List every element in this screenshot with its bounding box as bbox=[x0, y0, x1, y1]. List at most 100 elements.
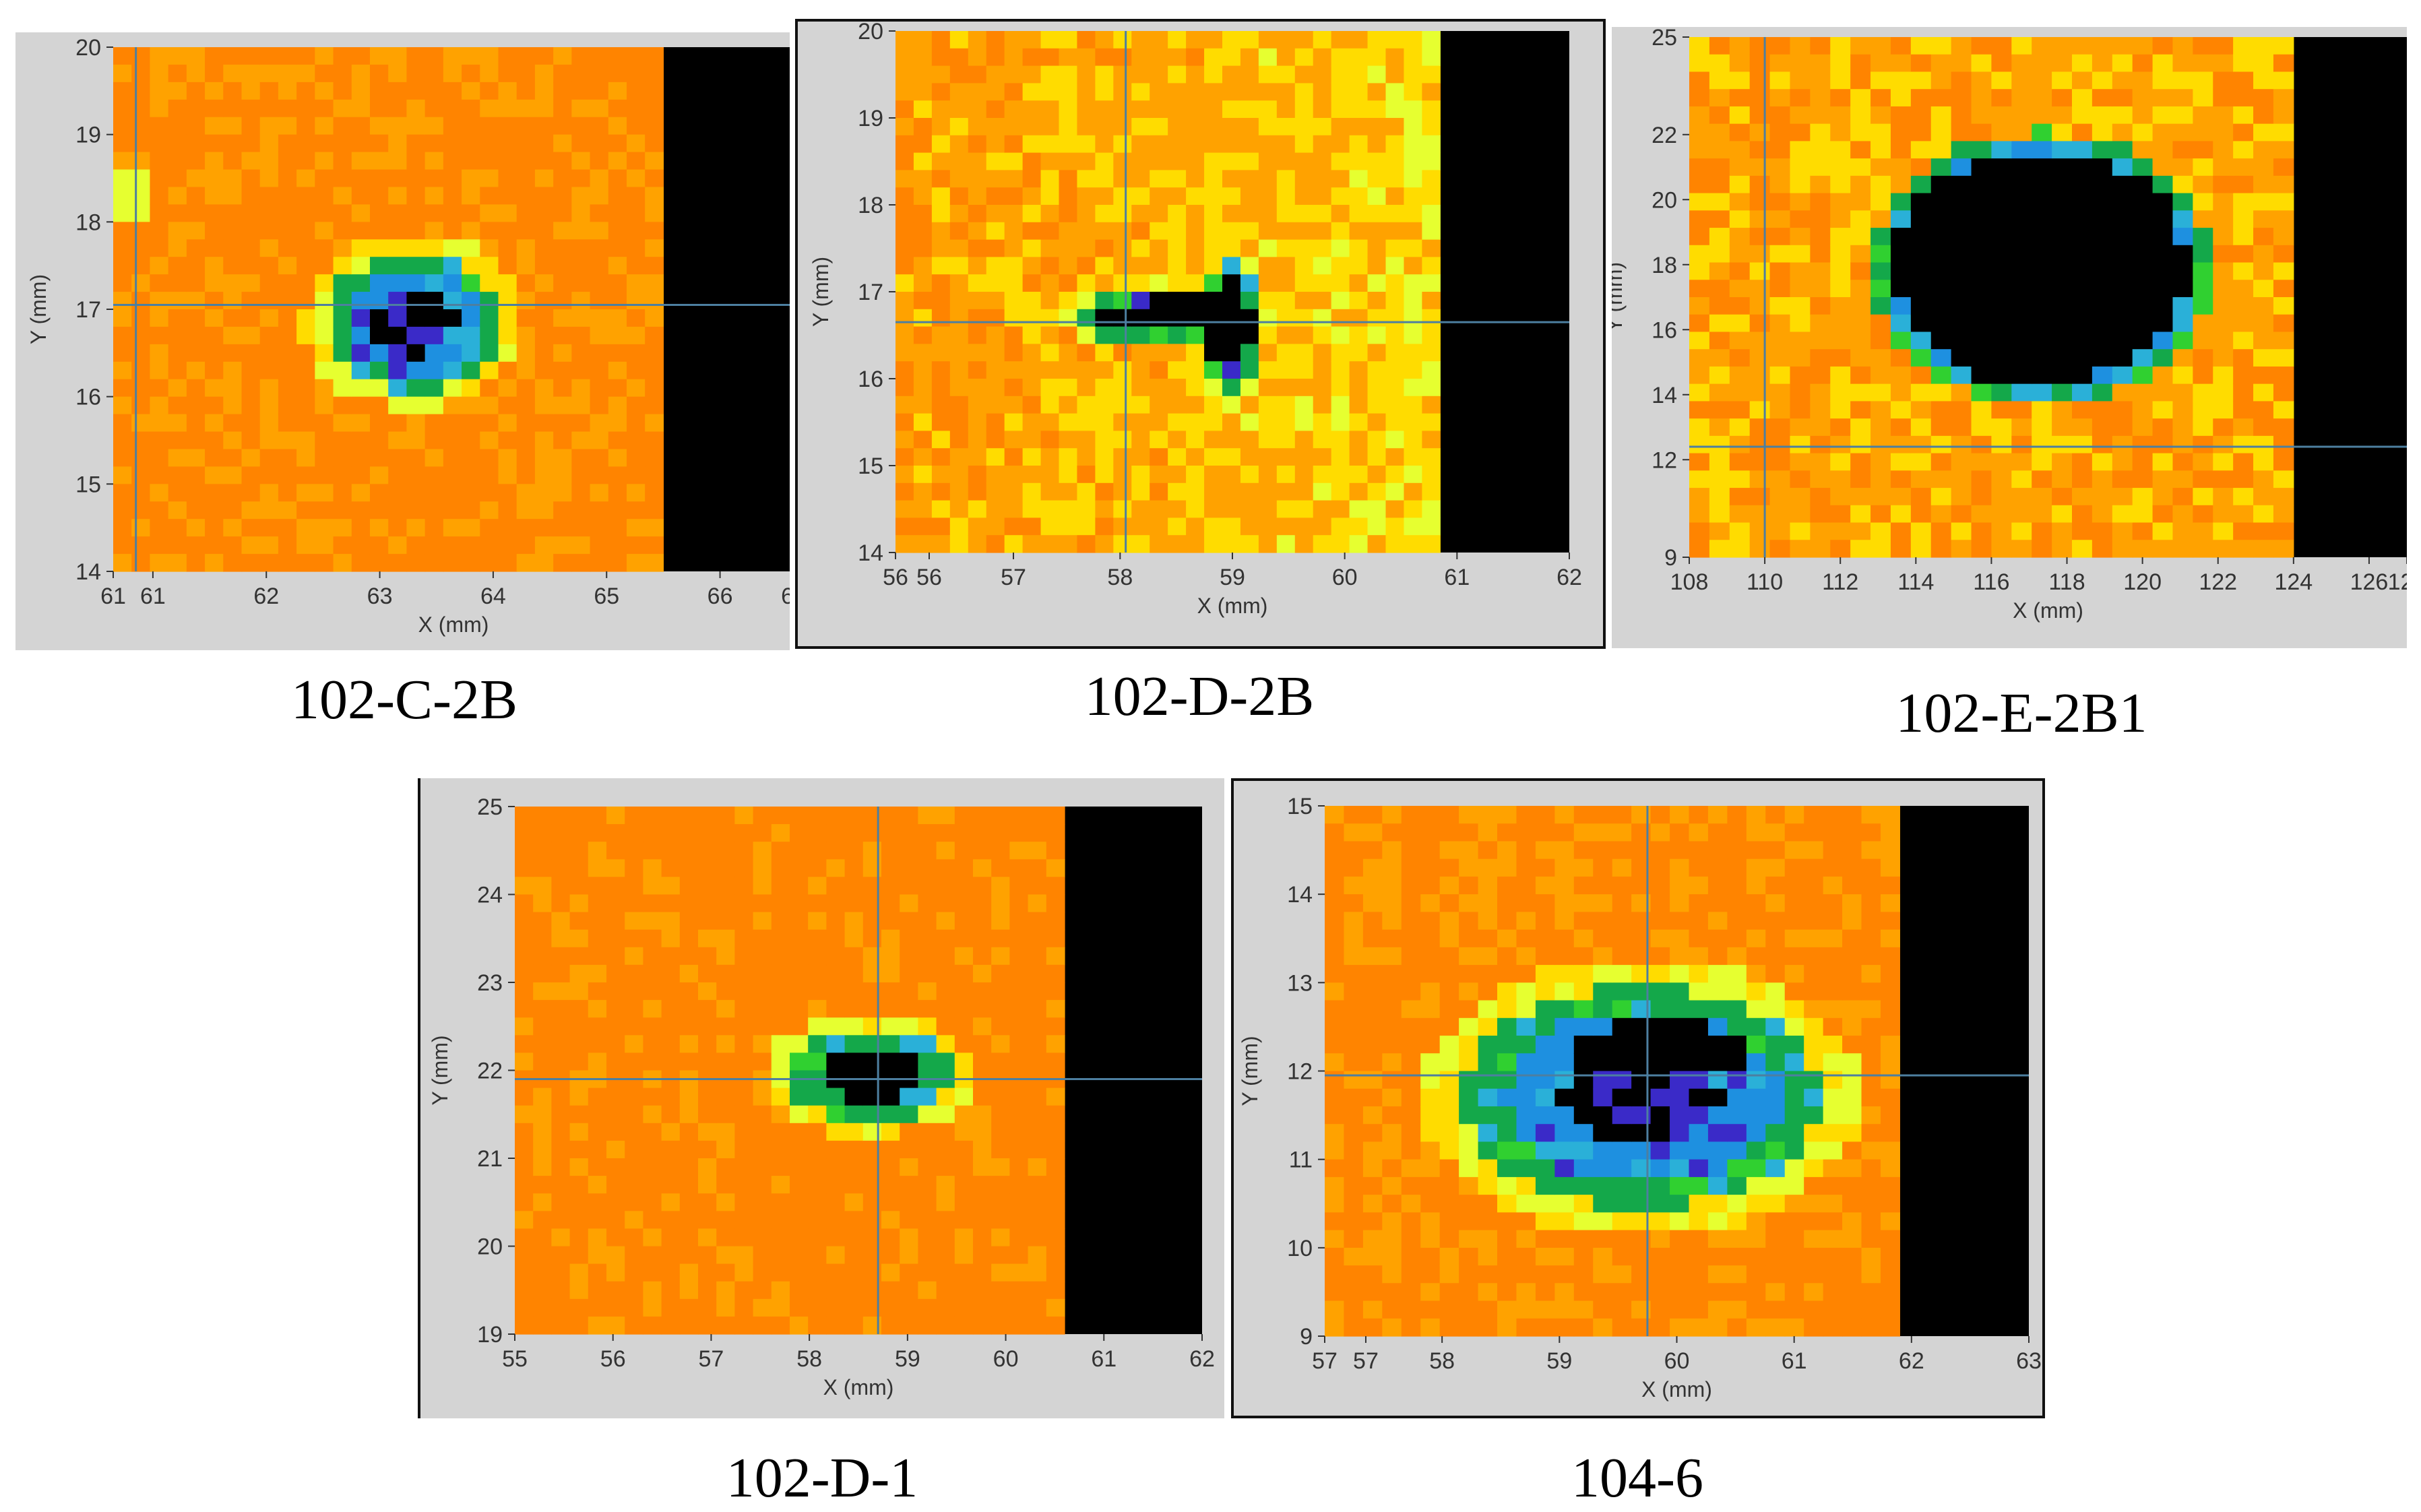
heatmap-cell bbox=[1344, 1230, 1364, 1249]
heatmap-cell bbox=[369, 222, 389, 240]
heatmap-cell bbox=[1258, 65, 1278, 84]
heatmap-cell bbox=[734, 929, 754, 948]
heatmap-cell bbox=[1404, 187, 1422, 206]
heatmap-cell bbox=[881, 947, 900, 966]
heatmap-cell bbox=[790, 1105, 809, 1124]
heatmap-cell bbox=[1313, 100, 1332, 119]
heatmap-cell bbox=[1046, 1052, 1065, 1071]
heatmap-cell bbox=[571, 169, 591, 188]
heatmap-cell bbox=[1362, 1265, 1383, 1284]
heatmap-cell bbox=[150, 361, 169, 380]
heatmap-cell bbox=[1367, 65, 1387, 84]
heatmap-cell bbox=[1313, 517, 1332, 536]
heatmap-cell bbox=[661, 1263, 681, 1282]
heatmap-cell bbox=[2253, 522, 2274, 540]
heatmap-cell bbox=[1362, 1212, 1383, 1231]
heatmap-cell bbox=[516, 396, 536, 415]
heatmap-cell bbox=[973, 807, 992, 825]
heatmap-cell bbox=[113, 379, 132, 398]
heatmap-cell bbox=[1422, 413, 1441, 431]
heatmap-cell bbox=[1040, 292, 1060, 310]
heatmap-cell bbox=[881, 859, 900, 877]
heatmap-cell bbox=[900, 1316, 918, 1335]
heatmap-cell bbox=[1971, 37, 1992, 55]
heatmap-cell bbox=[1612, 806, 1632, 824]
heatmap-cell bbox=[2011, 106, 2032, 125]
heatmap-cell bbox=[2193, 158, 2213, 177]
heatmap-cell bbox=[808, 1158, 827, 1176]
heatmap-cell bbox=[1554, 929, 1575, 948]
heatmap-cell bbox=[186, 64, 206, 83]
heatmap-cell bbox=[1009, 859, 1029, 877]
heatmap-cell bbox=[1535, 1124, 1555, 1143]
heatmap-cell bbox=[844, 1193, 864, 1211]
heatmap-cell bbox=[625, 1052, 643, 1071]
heatmap-cell bbox=[1420, 1247, 1441, 1266]
heatmap-cell bbox=[2132, 245, 2153, 263]
heatmap-cell bbox=[1880, 1036, 1901, 1054]
heatmap-cell bbox=[1150, 31, 1168, 49]
heatmap-cell bbox=[1150, 48, 1168, 67]
heatmap-cell bbox=[131, 204, 151, 222]
heatmap-cell bbox=[1401, 965, 1421, 983]
heatmap-cell bbox=[1516, 947, 1536, 966]
heatmap-cell bbox=[2172, 175, 2193, 194]
heatmap-cell bbox=[716, 859, 735, 877]
heatmap-cell bbox=[2052, 401, 2073, 419]
heatmap-cell bbox=[168, 64, 187, 83]
heatmap-cell bbox=[516, 292, 536, 310]
heatmap-cell bbox=[1331, 500, 1350, 518]
heatmap-cell bbox=[1612, 1212, 1632, 1231]
heatmap-cell bbox=[333, 554, 352, 572]
heatmap-cell bbox=[2273, 141, 2294, 159]
heatmap-cell bbox=[1930, 141, 1952, 159]
heatmap-cell bbox=[1810, 193, 1831, 211]
x-tick-label: 114 bbox=[1897, 569, 1934, 595]
heatmap-cell bbox=[1276, 361, 1296, 379]
heatmap-cell bbox=[949, 274, 969, 292]
heatmap-cell bbox=[278, 187, 297, 205]
heatmap-cell bbox=[991, 842, 1010, 860]
heatmap-cell bbox=[1765, 858, 1786, 877]
heatmap-cell bbox=[333, 501, 352, 519]
heatmap-cell bbox=[1439, 1195, 1459, 1213]
heatmap-cell bbox=[296, 344, 315, 363]
heatmap-cell bbox=[1004, 379, 1024, 397]
heatmap-cell bbox=[2092, 470, 2113, 489]
heatmap-cell bbox=[1554, 1195, 1575, 1213]
heatmap-cell bbox=[991, 1211, 1010, 1229]
heatmap-cell bbox=[443, 536, 462, 555]
heatmap-cell bbox=[553, 414, 572, 433]
heatmap-cell bbox=[569, 1176, 589, 1194]
heatmap-cell bbox=[498, 361, 517, 380]
heatmap-cell bbox=[388, 274, 408, 292]
heatmap-cell bbox=[881, 894, 900, 913]
heatmap-cell bbox=[625, 1263, 643, 1282]
heatmap-cell bbox=[1784, 929, 1804, 948]
heatmap-cell bbox=[1991, 297, 2012, 315]
heatmap-cell bbox=[1404, 535, 1422, 553]
heatmap-cell bbox=[1991, 193, 2012, 211]
heatmap-cell bbox=[900, 859, 918, 877]
heatmap-cell bbox=[1749, 106, 1771, 125]
heatmap-cell bbox=[1362, 823, 1383, 842]
heatmap-cell bbox=[2172, 522, 2193, 540]
heatmap-cell bbox=[1870, 71, 1891, 90]
heatmap-cell bbox=[1095, 396, 1114, 414]
heatmap-cell bbox=[2112, 297, 2133, 315]
heatmap-cell bbox=[1689, 314, 1710, 333]
heatmap-cell bbox=[734, 824, 754, 842]
heatmap-cell bbox=[895, 31, 914, 49]
heatmap-cell bbox=[973, 1316, 992, 1335]
heatmap-cell bbox=[949, 205, 969, 223]
heatmap-cell bbox=[1810, 106, 1831, 125]
heatmap-cell bbox=[2213, 470, 2234, 489]
heatmap-cell bbox=[1689, 54, 1710, 73]
heatmap-cell bbox=[826, 1281, 846, 1300]
heatmap-cell bbox=[1059, 500, 1078, 518]
heatmap-cell bbox=[1095, 135, 1114, 154]
heatmap-cell bbox=[844, 859, 864, 877]
heatmap-cell bbox=[808, 824, 827, 842]
heatmap-cell bbox=[973, 859, 992, 877]
heatmap-cell bbox=[1222, 396, 1241, 414]
